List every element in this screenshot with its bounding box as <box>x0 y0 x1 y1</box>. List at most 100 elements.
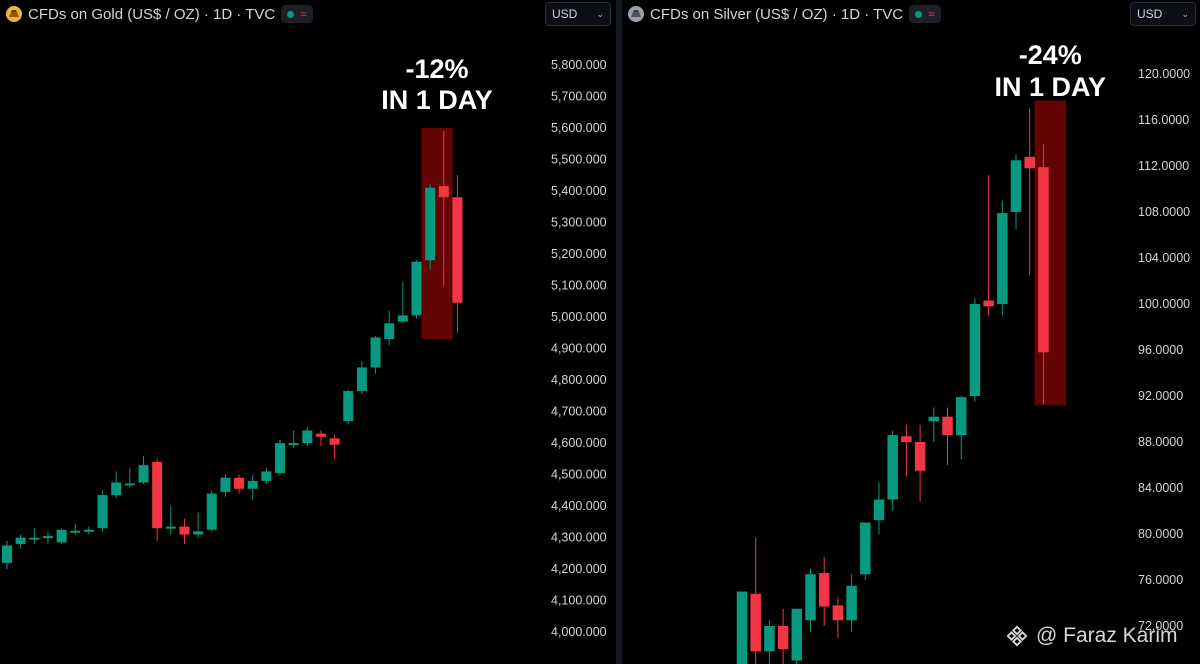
drop-period-annotation: IN 1 DAY <box>381 85 493 115</box>
candle-body <box>288 443 299 446</box>
candle-body <box>29 537 40 540</box>
candle-body <box>438 186 449 198</box>
y-axis-tick-label: 96.0000 <box>1138 343 1183 357</box>
currency-value: USD <box>552 7 578 21</box>
candle-body <box>736 591 748 664</box>
candle-body <box>2 545 12 563</box>
candle-body <box>370 337 381 368</box>
watermark-text: @ Faraz Karim <box>1036 624 1178 647</box>
candle-body <box>411 261 422 316</box>
gold-chart-header: CFDs on Gold (US$ / OZ) · 1D · TVC ≈ <box>6 4 313 24</box>
candle-body <box>832 605 844 621</box>
chevron-down-icon: ⌄ <box>1181 8 1189 19</box>
y-axis-tick-label: 76.0000 <box>1138 573 1183 587</box>
y-axis-tick-label: 88.0000 <box>1138 435 1183 449</box>
candle-body <box>452 197 463 303</box>
candle-body <box>1010 160 1022 212</box>
candle-body <box>247 480 258 489</box>
candle-body <box>111 482 122 496</box>
silver-chart-header: CFDs on Silver (US$ / OZ) · 1D · TVC ≈ <box>628 4 941 24</box>
candle-body <box>1024 156 1035 169</box>
candle-body <box>15 537 26 544</box>
candle-body <box>165 526 176 529</box>
candle-body <box>302 430 313 444</box>
y-axis-tick-label: 84.0000 <box>1138 481 1183 495</box>
symbol-title[interactable]: CFDs on Silver (US$ / OZ) · 1D · TVC <box>650 5 904 23</box>
y-axis-tick-label: 4,500.000 <box>551 468 607 482</box>
y-axis-tick-label: 100.0000 <box>1138 297 1190 311</box>
silver-coin-icon <box>628 6 644 22</box>
market-status-pill[interactable]: ≈ <box>909 5 941 23</box>
y-axis-tick-label: 5,400.000 <box>551 184 607 198</box>
y-axis-tick-label: 5,700.000 <box>551 89 607 103</box>
candle-body <box>764 626 775 652</box>
currency-value: USD <box>1137 7 1163 21</box>
symbol-title[interactable]: CFDs on Gold (US$ / OZ) · 1D · TVC <box>28 5 276 23</box>
candle-body <box>805 574 816 621</box>
candle-body <box>928 416 940 422</box>
y-axis-tick-label: 72.0000 <box>1138 619 1183 633</box>
gold-candlestick-chart[interactable]: 5,800.000 5,700.000 5,600.000 5,500.000 5,40… <box>0 0 616 664</box>
candle-body <box>193 531 204 535</box>
gold-chart-panel: 5,800.000 5,700.000 5,600.000 5,500.000 5,40… <box>0 0 616 664</box>
y-axis-tick-label: 120.0000 <box>1138 67 1190 81</box>
candle-body <box>42 536 53 539</box>
y-axis-tick-label: 4,900.000 <box>551 342 607 356</box>
wave-icon: ≈ <box>928 7 935 21</box>
candle-body <box>206 493 217 530</box>
candle-body <box>124 483 135 486</box>
binance-logo-icon <box>1006 625 1028 647</box>
candle-body <box>384 323 395 340</box>
candle-body <box>56 529 67 543</box>
currency-select[interactable]: USD ⌄ <box>1130 2 1196 26</box>
y-axis-tick-label: 4,400.000 <box>551 499 607 513</box>
candle-body <box>818 573 830 607</box>
panel-divider[interactable] <box>616 0 622 664</box>
candle-body <box>315 433 326 437</box>
candle-body <box>397 315 408 322</box>
candle-body <box>846 585 857 621</box>
drop-percent-annotation: -24% <box>1019 40 1082 70</box>
y-axis-tick-label: 4,600.000 <box>551 436 607 450</box>
candle-body <box>1038 167 1049 353</box>
y-axis-tick-label: 5,000.000 <box>551 310 607 324</box>
candle-body <box>70 530 81 533</box>
candle-body <box>138 465 149 483</box>
candle-body <box>275 443 285 474</box>
candle-body <box>750 593 761 652</box>
y-axis-tick-label: 116.0000 <box>1138 113 1189 127</box>
currency-select[interactable]: USD ⌄ <box>545 2 611 26</box>
y-axis-tick-label: 92.0000 <box>1138 389 1183 403</box>
y-axis-tick-label: 4,100.000 <box>551 594 607 608</box>
y-axis-tick-label: 5,200.000 <box>551 247 607 261</box>
candle-body <box>234 477 245 489</box>
candle-body <box>997 213 1008 304</box>
candle-body <box>942 416 953 436</box>
y-axis-tick-label: 5,600.000 <box>551 121 607 135</box>
candle-body <box>983 300 994 307</box>
y-axis-tick-label: 5,300.000 <box>551 215 607 229</box>
wave-icon: ≈ <box>300 7 307 21</box>
y-axis-tick-label: 4,200.000 <box>551 562 607 576</box>
candle-body <box>152 461 163 529</box>
candle-body <box>969 304 981 396</box>
y-axis-tick-label: 80.0000 <box>1138 527 1183 541</box>
y-axis-tick-label: 4,700.000 <box>551 405 607 419</box>
drop-period-annotation: IN 1 DAY <box>994 72 1106 102</box>
candle-body <box>425 187 436 261</box>
candle-body <box>356 367 367 392</box>
candle-body <box>83 529 94 532</box>
silver-candlestick-chart[interactable]: 120.0000 116.0000 112.0000 108.0000 104.0000… <box>622 0 1200 664</box>
candle-body <box>873 499 885 521</box>
candle-body <box>97 495 108 529</box>
silver-chart-panel: 120.0000 116.0000 112.0000 108.0000 104.0000… <box>622 0 1200 664</box>
candle-body <box>887 435 898 500</box>
market-status-pill[interactable]: ≈ <box>281 5 313 23</box>
market-open-dot-icon <box>287 10 295 18</box>
y-axis-tick-label: 4,800.000 <box>551 373 607 387</box>
drop-percent-annotation: -12% <box>405 54 468 84</box>
gold-coin-icon <box>6 6 22 22</box>
candle-body <box>955 397 967 436</box>
y-axis-tick-label: 5,800.000 <box>551 58 607 72</box>
candle-body <box>329 438 340 445</box>
